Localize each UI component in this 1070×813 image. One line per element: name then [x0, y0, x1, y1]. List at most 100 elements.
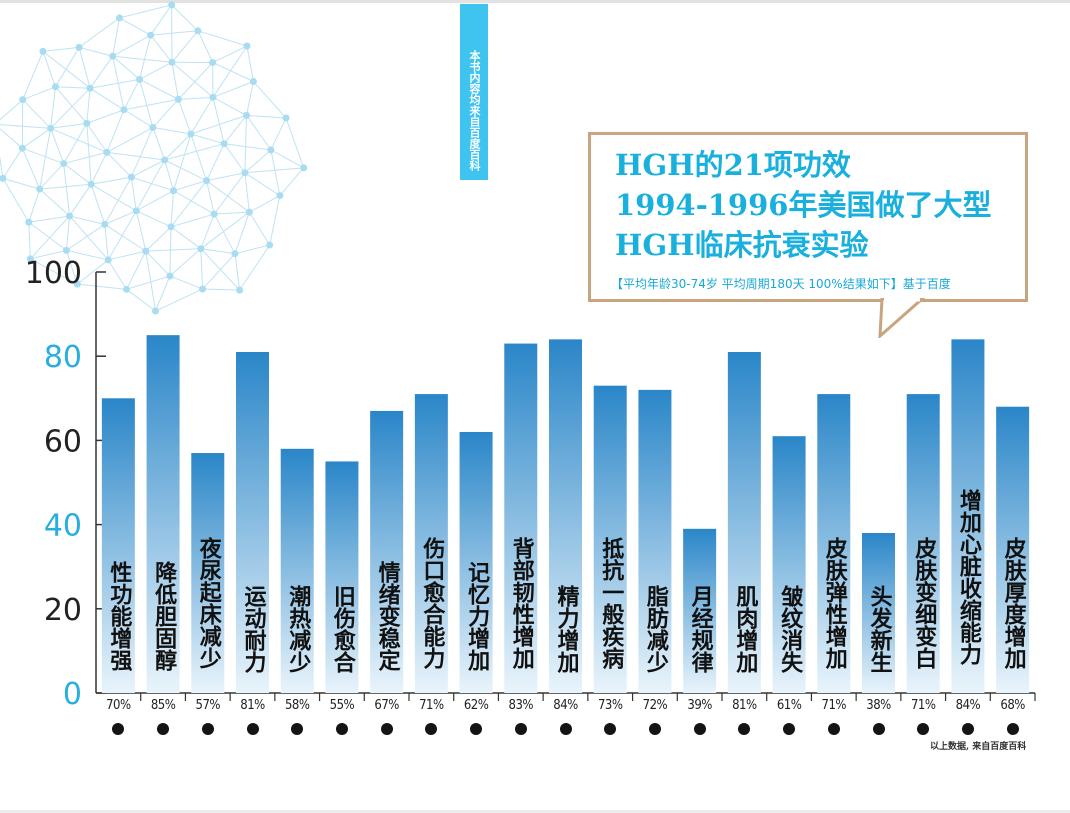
bar-value-label: 67% — [374, 698, 399, 713]
bar-value-label: 84% — [553, 698, 578, 713]
bar-category-label: 皮肤弹性增加 — [821, 537, 847, 669]
bar-category-label: 皱纹消失 — [777, 585, 803, 673]
callout-box: HGH的21项功效 1994-1996年美国做了大型 HGH临床抗衰实验 【平均… — [588, 132, 1028, 302]
y-tick-label: 20 — [44, 593, 82, 628]
network-globe-decoration — [0, 1, 308, 315]
bar — [459, 431, 493, 693]
bullet-dot — [604, 723, 617, 735]
bullet-dot — [246, 723, 259, 735]
bar-value-label: 71% — [821, 698, 847, 713]
bar-value-label: 38% — [866, 698, 891, 713]
bar-category-label: 降低胆固醇 — [151, 561, 177, 671]
bar-category-label: 月经规律 — [687, 585, 713, 673]
bullet-dot — [961, 723, 974, 735]
bar — [414, 394, 448, 693]
callout-pointer — [878, 298, 926, 338]
bar-value-label: 83% — [508, 698, 534, 713]
bullet-dot — [559, 723, 572, 735]
bullet-dot — [291, 723, 304, 735]
bar — [191, 453, 225, 693]
bar-category-label: 皮肤厚度增加 — [1000, 537, 1026, 669]
bar-category-label: 情绪变稳定 — [374, 561, 400, 671]
y-tick-label: 40 — [44, 509, 82, 544]
bullet-dot — [917, 723, 930, 735]
bar — [862, 533, 895, 693]
bar-category-label: 记忆力增加 — [464, 561, 490, 671]
bar-value-label: 72% — [642, 698, 668, 713]
bar-value-label: 85% — [150, 698, 176, 713]
bar — [325, 461, 359, 693]
bullet-dot — [872, 723, 885, 735]
bar-category-label: 运动耐力 — [240, 585, 266, 673]
bar-category-label: 脂肪减少 — [642, 585, 668, 673]
bar — [280, 448, 314, 693]
bar-category-label: 背部韧性增加 — [508, 537, 534, 669]
bar-value-label: 62% — [463, 698, 489, 713]
bullet-dot — [380, 723, 393, 735]
y-tick-label: 80 — [44, 340, 82, 375]
callout-title-line-1: HGH的21项功效 — [615, 148, 851, 182]
callout-subtitle: 【平均年龄30-74岁 平均周期180天 100%结果如下】基于百度 — [611, 277, 951, 291]
bar-value-label: 84% — [955, 698, 981, 713]
bar-category-label: 性功能增强 — [106, 561, 132, 671]
bar — [549, 339, 582, 693]
bar — [772, 436, 806, 693]
bullet-dot — [157, 723, 170, 735]
bar — [370, 410, 404, 693]
bar — [817, 394, 851, 693]
bar-value-label: 68% — [1000, 698, 1025, 713]
source-note: 以上数据, 来自百度百科 — [930, 742, 1027, 752]
bar-value-label: 58% — [284, 698, 310, 713]
bar-category-label: 头发新生 — [866, 585, 892, 673]
bar-value-label: 57% — [195, 698, 221, 713]
bar-category-label: 肌肉增加 — [732, 585, 758, 673]
bar-category-label: 夜尿起床减少 — [195, 537, 221, 669]
bar-category-label: 增加心脏收缩能力 — [955, 489, 981, 665]
callout-title-line-3: HGH临床抗衰实验 — [615, 228, 869, 262]
bar-value-label: 81% — [240, 698, 265, 713]
bar-value-label: 71% — [910, 698, 936, 713]
top-rule — [0, 0, 1070, 3]
bullet-dot — [783, 723, 796, 735]
bar-value-label: 73% — [597, 698, 623, 713]
bar — [146, 335, 180, 693]
bullet-dot — [648, 723, 661, 735]
bar-category-label: 旧伤愈合 — [329, 585, 355, 673]
bar — [101, 398, 135, 693]
bar — [996, 406, 1030, 693]
bar — [727, 351, 761, 693]
bullet-dot — [514, 723, 527, 735]
bottom-rule — [0, 810, 1070, 813]
callout-title-line-2: 1994-1996年美国做了大型 — [615, 188, 992, 222]
bar-category-label: 皮肤变细变白 — [911, 537, 937, 669]
bullet-dot — [425, 723, 438, 735]
bar — [683, 528, 717, 693]
bar-value-label: 55% — [329, 698, 355, 713]
bar-category-label: 精力增加 — [553, 585, 579, 673]
y-tick-label: 60 — [44, 424, 82, 459]
bullet-dot — [470, 723, 483, 735]
side-tab: 本书内容均来自百度百科 — [460, 4, 488, 180]
bullet-dot — [827, 723, 840, 735]
bullet-dot — [201, 723, 214, 735]
bar-value-label: 71% — [419, 698, 444, 713]
bar — [504, 343, 538, 693]
bar-value-label: 70% — [106, 698, 131, 713]
bullet-dot — [1006, 723, 1019, 735]
bar-value-label: 39% — [687, 698, 712, 713]
bullet-dot — [335, 723, 348, 735]
bar — [906, 394, 940, 693]
y-tick-label: 100 — [25, 256, 82, 291]
bar-category-label: 伤口愈合能力 — [419, 537, 445, 669]
y-tick-label: 0 — [63, 677, 82, 712]
bar-value-label: 61% — [776, 698, 802, 713]
bar-category-label: 抵抗一般疾病 — [598, 537, 624, 669]
bar — [236, 351, 269, 693]
bar — [638, 389, 672, 693]
bullet-dot — [112, 723, 125, 735]
bar-category-label: 潮热减少 — [285, 585, 311, 673]
bar — [593, 385, 627, 693]
bar-value-label: 81% — [732, 698, 757, 713]
bar — [951, 339, 985, 693]
